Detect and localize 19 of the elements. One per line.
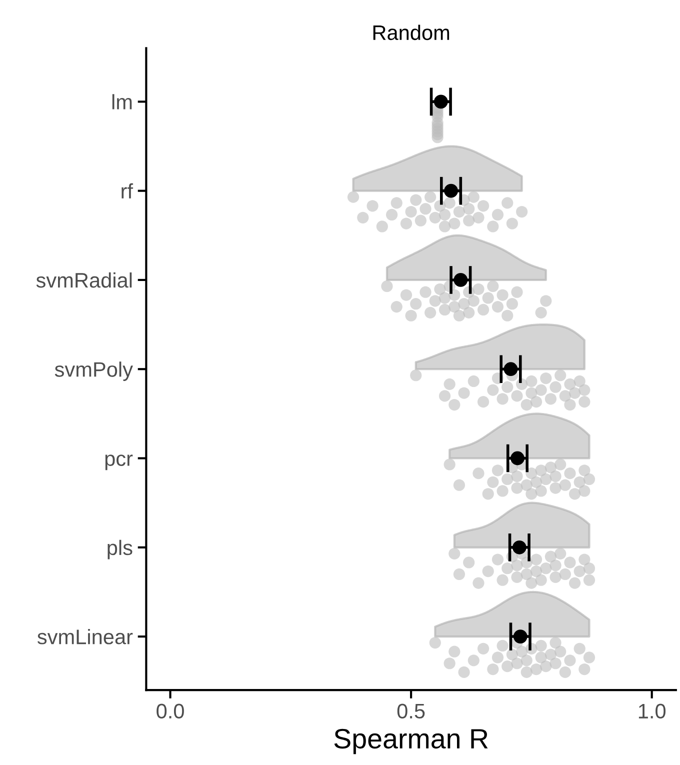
- chart-title: Random: [373, 24, 450, 40]
- x-axis-title: Spearman R: [334, 728, 488, 754]
- y-tick-label: pls: [108, 540, 132, 560]
- y-tick-label: svmPoly: [54, 362, 133, 381]
- x-tick-label: 0.5: [397, 704, 425, 719]
- y-tick-label: pcr: [105, 454, 133, 470]
- x-tick-label: 0.0: [156, 704, 184, 719]
- y-tick-label: rf: [122, 183, 134, 198]
- y-tick-label: svmRadial: [36, 272, 132, 288]
- point: [513, 630, 528, 644]
- point: [434, 94, 448, 109]
- y-tick-label: lm: [112, 94, 132, 110]
- point: [512, 540, 526, 554]
- x-tick-label: 1.0: [638, 704, 666, 719]
- point: [504, 362, 518, 376]
- point: [444, 184, 458, 198]
- point: [510, 451, 524, 466]
- y-tick-label: svmLinear: [37, 628, 133, 644]
- point: [454, 273, 468, 287]
